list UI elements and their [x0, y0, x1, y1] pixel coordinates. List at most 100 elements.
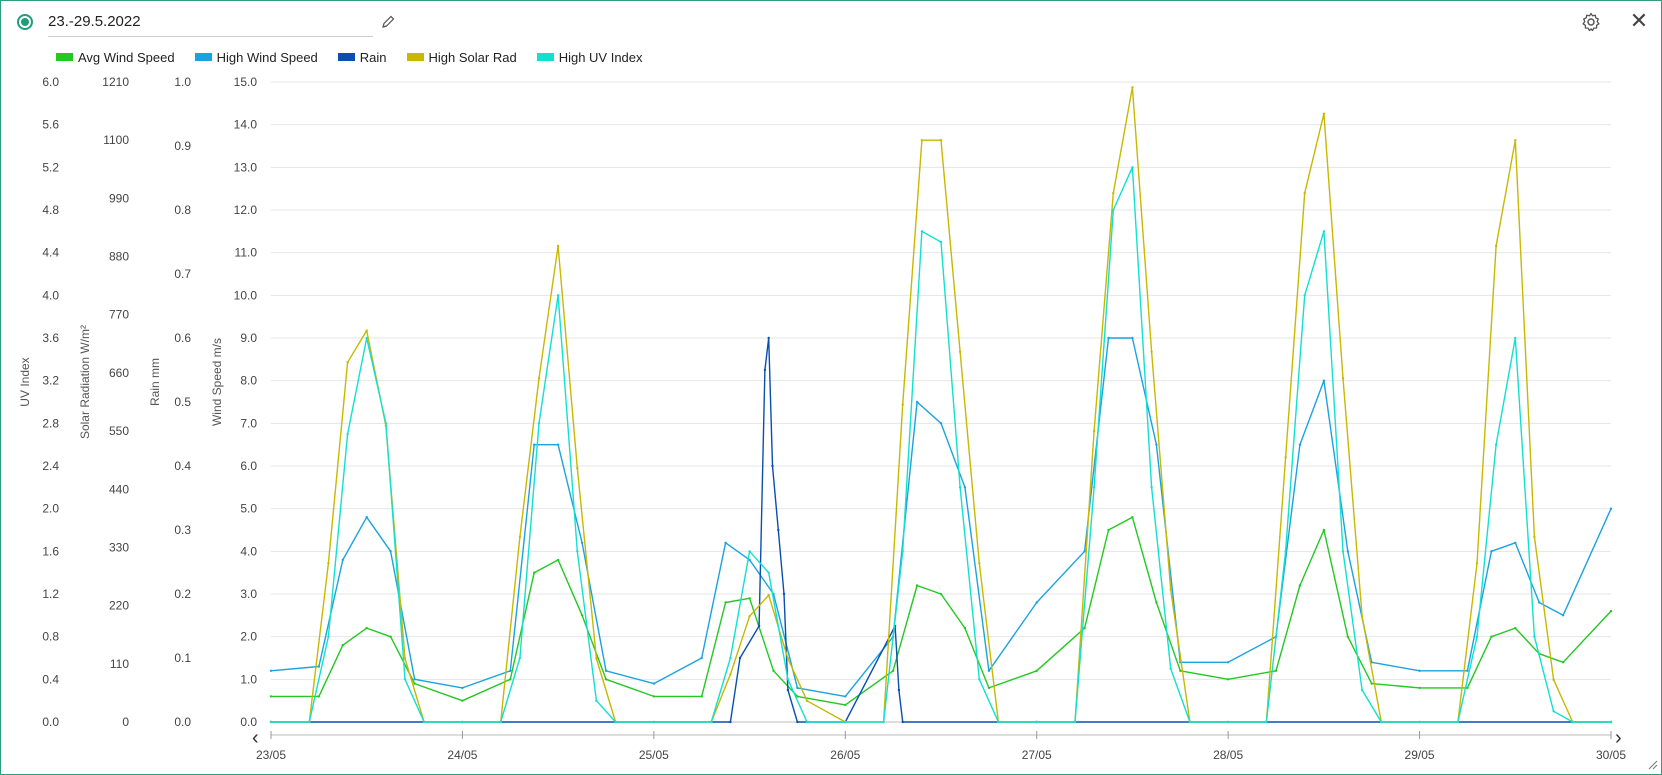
data-point	[1571, 720, 1574, 724]
data-point	[805, 699, 809, 702]
data-point	[891, 669, 895, 672]
pencil-icon[interactable]	[380, 14, 396, 30]
data-point	[958, 350, 962, 353]
data-point	[1341, 550, 1345, 553]
data-point	[652, 682, 656, 685]
data-point	[327, 635, 330, 638]
data-point	[365, 516, 368, 519]
data-point	[767, 571, 770, 574]
data-point	[1360, 615, 1364, 618]
data-point	[786, 688, 790, 692]
data-point	[537, 377, 541, 380]
data-point	[978, 562, 981, 565]
data-point	[461, 720, 464, 724]
data-point	[724, 601, 727, 604]
data-point	[738, 656, 742, 660]
uv-axis-tick-label: 5.6	[42, 118, 59, 132]
solar-axis-tick-label: 110	[110, 657, 129, 671]
legend-item-high-solar[interactable]: High Solar Rad	[406, 48, 517, 66]
gear-icon[interactable]	[1581, 12, 1601, 32]
data-point	[757, 624, 761, 628]
legend-item-high-wind[interactable]: High Wind Speed	[194, 48, 318, 66]
data-point	[997, 720, 1000, 724]
data-point	[748, 615, 751, 618]
data-point	[389, 635, 392, 638]
data-point	[920, 139, 924, 142]
wind-axis-tick-label: 15.0	[234, 75, 258, 89]
data-point	[1131, 336, 1134, 340]
data-point	[796, 720, 799, 724]
data-point	[1083, 626, 1086, 630]
radio-dot	[21, 18, 29, 26]
data-point	[509, 678, 512, 681]
data-point	[1514, 336, 1517, 340]
data-point	[939, 422, 943, 425]
data-point	[365, 329, 368, 332]
data-point	[413, 678, 416, 681]
legend-item-high-uv[interactable]: High UV Index	[536, 48, 643, 66]
data-point	[1494, 443, 1498, 446]
solar-axis-tick-label: 0	[122, 715, 129, 729]
data-point	[346, 432, 349, 436]
data-point	[786, 657, 790, 660]
data-point	[1092, 486, 1096, 489]
window-title[interactable]: 23.-29.5.2022	[48, 13, 141, 30]
data-point	[1456, 720, 1460, 724]
data-point	[346, 361, 349, 364]
data-point	[1370, 682, 1373, 685]
data-point	[1274, 669, 1278, 672]
data-point	[614, 720, 617, 724]
data-point	[1418, 720, 1421, 724]
data-point	[915, 400, 919, 404]
data-point	[1380, 720, 1383, 724]
series-line-high-wind-speed	[270, 337, 1612, 698]
data-point	[1538, 601, 1541, 604]
x-tick-label: 26/05	[830, 748, 860, 762]
uv-axis-tick-label: 2.8	[42, 416, 59, 430]
wind-axis-tick-label: 8.0	[240, 374, 257, 388]
data-point	[269, 720, 273, 724]
x-tick-label: 28/05	[1213, 748, 1243, 762]
data-point	[556, 443, 560, 446]
data-point	[897, 688, 901, 692]
data-point	[1150, 350, 1153, 353]
wind-axis-tick-label: 6.0	[240, 459, 257, 473]
data-point	[509, 669, 512, 672]
legend-label: High UV Index	[558, 49, 643, 65]
data-point	[1418, 686, 1421, 690]
resize-handle-icon[interactable]	[1648, 760, 1658, 770]
legend-item-avg-wind[interactable]: Avg Wind Speed	[56, 48, 175, 66]
legend-item-rain[interactable]: Rain	[337, 48, 387, 66]
data-point	[1552, 710, 1555, 713]
data-point	[729, 673, 732, 676]
legend-swatch	[56, 53, 73, 61]
data-point	[844, 720, 847, 724]
close-icon[interactable]: ✕	[1629, 8, 1649, 33]
data-point	[1514, 541, 1517, 544]
uv-axis-tick-label: 0.0	[42, 715, 59, 729]
data-point	[939, 592, 943, 596]
data-point	[767, 336, 770, 340]
data-point	[963, 626, 967, 630]
data-point	[915, 584, 919, 587]
data-point	[1514, 139, 1517, 142]
solar-axis-tick-label: 220	[109, 599, 129, 613]
series-line-high-solar-rad	[271, 86, 1611, 723]
chevron-left-icon[interactable]: ‹	[252, 727, 259, 749]
radio-button[interactable]	[17, 14, 33, 30]
data-point	[533, 443, 536, 446]
uv-axis-tick-label: 3.6	[42, 331, 59, 345]
legend-label: Avg Wind Speed	[78, 49, 175, 65]
chevron-right-icon[interactable]: ›	[1615, 727, 1622, 749]
data-point	[580, 614, 584, 617]
solar-axis-tick-label: 1210	[102, 75, 129, 89]
data-point	[1107, 336, 1110, 340]
rain-axis-tick-label: 1.0	[174, 75, 191, 89]
data-point	[1561, 614, 1565, 617]
data-point	[461, 699, 464, 702]
series-line-rain	[271, 337, 1611, 723]
data-point	[729, 720, 732, 724]
uv-axis-tick-label: 2.0	[42, 502, 59, 516]
data-point	[844, 695, 847, 698]
